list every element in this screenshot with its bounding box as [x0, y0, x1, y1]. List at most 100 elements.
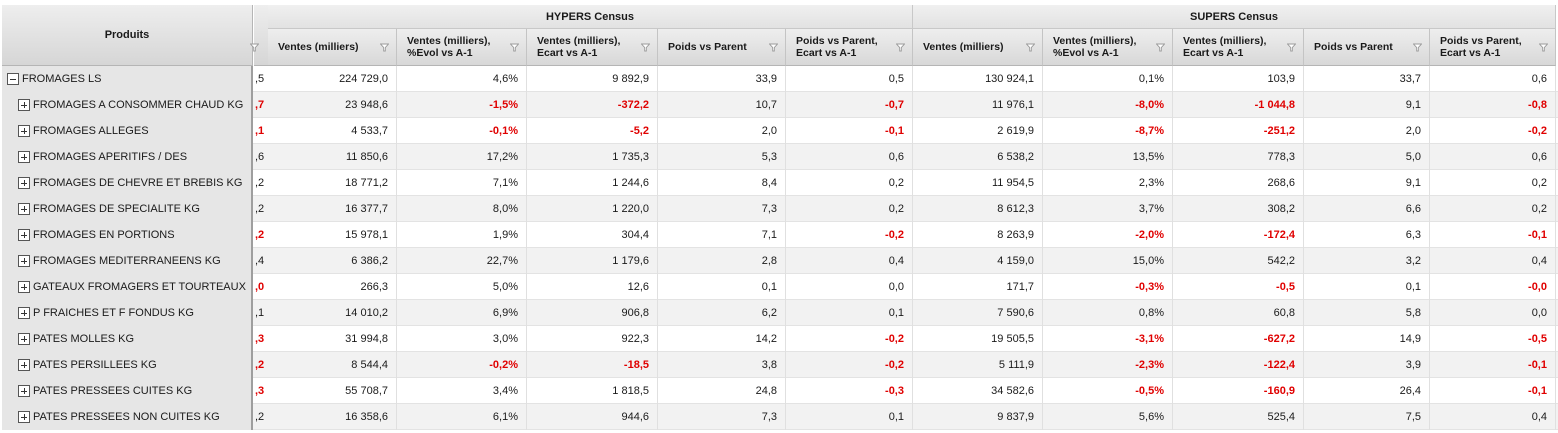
table-cell: 12,6	[527, 274, 658, 300]
table-row[interactable]: PATES PRESSEES CUITES KG ,3 55 708,7 3,4% 1 …	[2, 378, 1558, 404]
plus-box-icon[interactable]	[18, 255, 30, 267]
filter-icon[interactable]	[380, 43, 389, 52]
table-cell: 2,8	[658, 248, 786, 274]
plus-box-icon[interactable]	[18, 411, 30, 423]
table-cell: -0,1	[1430, 352, 1556, 378]
table-row[interactable]: FROMAGES ALLEGES ,1 4 533,7 -0,1% -5,2 2,0 -0,…	[2, 118, 1558, 144]
column-header-0[interactable]: Ventes (milliers)	[268, 29, 397, 66]
table-cell: 6,6	[1304, 196, 1430, 222]
table-cell: -372,2	[527, 92, 658, 118]
table-cell: -0,7	[786, 92, 913, 118]
table-cell: 11 850,6	[268, 144, 397, 170]
filter-icon[interactable]	[510, 43, 519, 52]
table-cell: 3,7%	[1043, 196, 1173, 222]
table-cell: -627,2	[1173, 326, 1304, 352]
table-cell: 0,5	[786, 66, 913, 92]
table-row[interactable]: FROMAGES DE CHEVRE ET BREBIS KG ,2 18 771,…	[2, 170, 1558, 196]
filter-icon[interactable]	[1539, 43, 1548, 52]
plus-box-icon[interactable]	[18, 229, 30, 241]
filter-icon[interactable]	[1287, 43, 1296, 52]
row-header: FROMAGES A CONSOMMER CHAUD KG	[2, 92, 253, 118]
row-header: FROMAGES MEDITERRANEENS KG	[2, 248, 253, 274]
plus-box-icon[interactable]	[18, 125, 30, 137]
plus-box-icon[interactable]	[18, 281, 30, 293]
table-cell: 16 377,7	[268, 196, 397, 222]
table-cell: 34 582,6	[913, 378, 1043, 404]
plus-box-icon[interactable]	[18, 99, 30, 111]
table-cell: 60,8	[1173, 300, 1304, 326]
row-header: GATEAUX FROMAGERS ET TOURTEAUX	[2, 274, 253, 300]
table-row[interactable]: FROMAGES EN PORTIONS ,2 15 978,1 1,9% 304,4 7…	[2, 222, 1558, 248]
table-row[interactable]: PATES MOLLES KG ,3 31 994,8 3,0% 922,3 14,2 -0…	[2, 326, 1558, 352]
table-cell: 8 612,3	[913, 196, 1043, 222]
table-cell: 906,8	[527, 300, 658, 326]
truncated-cell: ,2	[255, 359, 265, 371]
table-cell: 7,1%	[397, 170, 527, 196]
table-cell: 6,9%	[397, 300, 527, 326]
products-header[interactable]: Produits	[2, 5, 253, 66]
table-row[interactable]: FROMAGES DE SPECIALITE KG ,2 16 377,7 8,0% 1…	[2, 196, 1558, 222]
column-header-6[interactable]: Ventes (milliers), %Evol vs A-1	[1043, 29, 1173, 66]
table-cell: 31 994,8	[268, 326, 397, 352]
table-cell: 8,4	[658, 170, 786, 196]
filter-icon[interactable]	[1413, 43, 1422, 52]
plus-box-icon[interactable]	[18, 203, 30, 215]
table-cell: 7,3	[658, 404, 786, 430]
column-header-7[interactable]: Ventes (milliers), Ecart vs A-1	[1173, 29, 1304, 66]
plus-box-icon[interactable]	[18, 359, 30, 371]
table-row[interactable]: PATES PERSILLEES KG ,2 8 544,4 -0,2% -18,5 3,…	[2, 352, 1558, 378]
table-cell: -0,1	[1430, 222, 1556, 248]
table-row[interactable]: PATES PRESSEES NON CUITES KG ,2 16 358,6 6,…	[2, 404, 1558, 430]
plus-box-icon[interactable]	[18, 177, 30, 189]
table-cell: 13,5%	[1043, 144, 1173, 170]
table-row[interactable]: P FRAICHES ET F FONDUS KG ,1 14 010,2 6,9% 9…	[2, 300, 1558, 326]
column-header-1[interactable]: Ventes (milliers), %Evol vs A-1	[397, 29, 527, 66]
table-cell: -160,9	[1173, 378, 1304, 404]
table-row[interactable]: FROMAGES APERITIFS / DES ,6 11 850,6 17,2% 1…	[2, 144, 1558, 170]
filter-icon[interactable]	[1026, 43, 1035, 52]
table-cell: 1 735,3	[527, 144, 658, 170]
column-header-9[interactable]: Poids vs Parent, Ecart vs A-1	[1430, 29, 1556, 66]
plus-box-icon[interactable]	[18, 307, 30, 319]
table-cell: -8,0%	[1043, 92, 1173, 118]
table-cell: 9 892,9	[527, 66, 658, 92]
table-cell: 7,5	[1304, 404, 1430, 430]
filter-icon[interactable]	[250, 43, 259, 52]
table-cell: 6 538,2	[913, 144, 1043, 170]
table-cell: 1 244,6	[527, 170, 658, 196]
column-header-2[interactable]: Ventes (milliers), Ecart vs A-1	[527, 29, 658, 66]
table-row[interactable]: FROMAGES MEDITERRANEENS KG ,4 6 386,2 22,7%…	[2, 248, 1558, 274]
filter-icon[interactable]	[1156, 43, 1165, 52]
table-cell: -0,3%	[1043, 274, 1173, 300]
column-header-label: Poids vs Parent, Ecart vs A-1	[1440, 35, 1522, 59]
filter-icon[interactable]	[896, 43, 905, 52]
table-cell: -0,2	[786, 222, 913, 248]
table-cell: 10,7	[658, 92, 786, 118]
plus-box-icon[interactable]	[18, 333, 30, 345]
table-row[interactable]: FROMAGES A CONSOMMER CHAUD KG ,7 23 948,6-…	[2, 92, 1558, 118]
filter-icon[interactable]	[769, 43, 778, 52]
table-cell: 3,0%	[397, 326, 527, 352]
row-label: GATEAUX FROMAGERS ET TOURTEAUX	[33, 281, 246, 293]
minus-box-icon[interactable]	[7, 73, 19, 85]
table-cell: 9 837,9	[913, 404, 1043, 430]
table-cell: 778,3	[1173, 144, 1304, 170]
table-cell: -122,4	[1173, 352, 1304, 378]
truncated-cell: ,6	[255, 151, 265, 163]
plus-box-icon[interactable]	[18, 385, 30, 397]
truncated-cell: ,2	[255, 411, 265, 423]
table-cell: 9,1	[1304, 170, 1430, 196]
table-cell: 0,1%	[1043, 66, 1173, 92]
plus-box-icon[interactable]	[18, 151, 30, 163]
row-label: FROMAGES EN PORTIONS	[33, 229, 175, 241]
row-label: FROMAGES DE CHEVRE ET BREBIS KG	[33, 177, 243, 189]
column-header-4[interactable]: Poids vs Parent, Ecart vs A-1	[786, 29, 913, 66]
column-header-3[interactable]: Poids vs Parent	[658, 29, 786, 66]
column-header-5[interactable]: Ventes (milliers)	[913, 29, 1043, 66]
filter-icon[interactable]	[641, 43, 650, 52]
column-header-8[interactable]: Poids vs Parent	[1304, 29, 1430, 66]
table-row[interactable]: GATEAUX FROMAGERS ET TOURTEAUX ,0 266,3 5,0…	[2, 274, 1558, 300]
row-label: FROMAGES ALLEGES	[33, 125, 149, 137]
table-cell: 18 771,2	[268, 170, 397, 196]
table-row[interactable]: FROMAGES LS ,5 224 729,0 4,6% 9 892,9 33,9 0,5…	[2, 66, 1558, 92]
